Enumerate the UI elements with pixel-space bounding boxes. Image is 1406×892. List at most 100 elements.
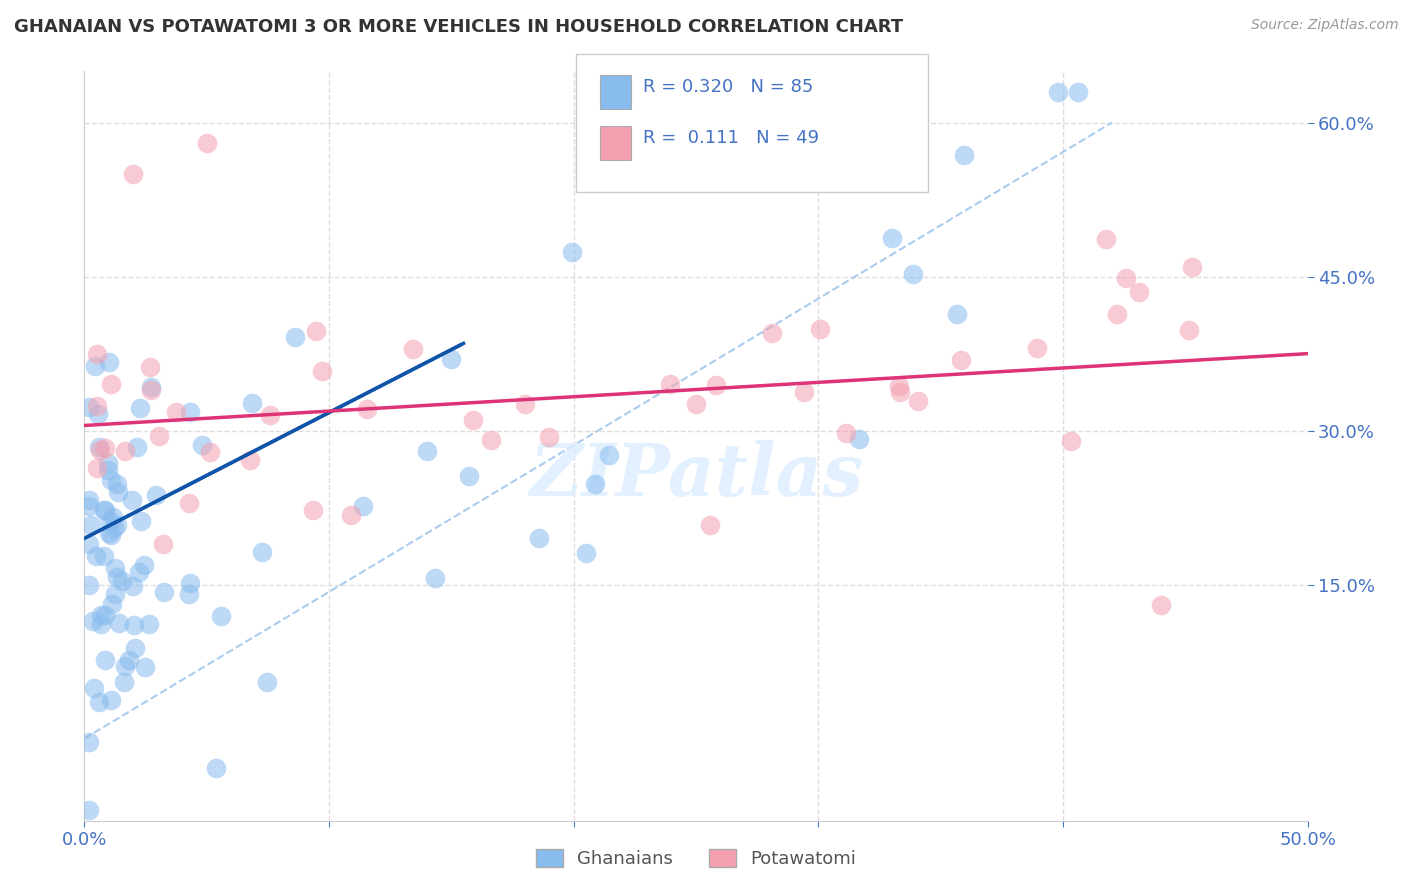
Point <box>1107 307 1129 321</box>
Point <box>425 571 447 585</box>
Point <box>98 514 121 528</box>
Point <box>107 485 129 500</box>
Point <box>84 359 107 373</box>
Point <box>1066 85 1088 99</box>
Text: R =  0.111   N = 49: R = 0.111 N = 49 <box>643 129 818 147</box>
Point <box>122 167 145 181</box>
Point <box>139 360 162 375</box>
Point <box>198 445 221 459</box>
Point <box>561 244 583 259</box>
Point <box>105 517 128 532</box>
Point <box>179 496 201 510</box>
Point <box>97 355 120 369</box>
Point <box>177 587 200 601</box>
Point <box>191 438 214 452</box>
Point <box>100 527 122 541</box>
Point <box>93 549 115 563</box>
Point <box>575 546 598 560</box>
Point <box>1095 232 1118 246</box>
Point <box>87 407 110 421</box>
Point <box>704 378 727 392</box>
Point <box>129 401 152 416</box>
Point <box>138 617 160 632</box>
Point <box>128 565 150 579</box>
Point <box>101 510 124 524</box>
Point <box>90 608 112 623</box>
Point <box>101 598 124 612</box>
Point <box>1178 323 1201 337</box>
Point <box>152 537 174 551</box>
Point <box>250 544 273 558</box>
Point <box>77 735 100 749</box>
Point <box>242 396 264 410</box>
Point <box>529 531 551 545</box>
Point <box>901 268 924 282</box>
Point <box>835 426 858 441</box>
Point <box>86 347 108 361</box>
Point <box>97 526 120 541</box>
Point <box>124 640 146 655</box>
Point <box>129 514 152 528</box>
Point <box>145 488 167 502</box>
Point <box>124 618 146 632</box>
Point <box>86 399 108 413</box>
Point <box>94 503 117 517</box>
Point <box>86 461 108 475</box>
Point <box>139 383 162 397</box>
Point <box>1047 85 1070 99</box>
Point <box>105 570 128 584</box>
Point <box>94 442 117 456</box>
Point <box>114 659 136 673</box>
Point <box>585 477 607 491</box>
Point <box>134 659 156 673</box>
Point <box>1150 598 1173 612</box>
Point <box>239 453 262 467</box>
Point <box>100 473 122 487</box>
Point <box>945 307 967 321</box>
Point <box>90 616 112 631</box>
Point <box>125 440 148 454</box>
Point <box>93 653 115 667</box>
Point <box>89 442 111 457</box>
Point <box>83 681 105 695</box>
Point <box>148 428 170 442</box>
Point <box>952 147 974 161</box>
Legend: Ghanaians, Potawatomi: Ghanaians, Potawatomi <box>529 841 863 875</box>
Point <box>685 396 707 410</box>
Point <box>256 675 278 690</box>
Point <box>84 549 107 563</box>
Point <box>880 231 903 245</box>
Point <box>82 615 104 629</box>
Point <box>77 492 100 507</box>
Point <box>1115 271 1137 285</box>
Point <box>284 329 307 343</box>
Point <box>515 397 537 411</box>
Point <box>139 379 162 393</box>
Point <box>339 508 361 522</box>
Point <box>402 342 425 356</box>
Point <box>179 575 201 590</box>
Point <box>153 585 176 599</box>
Point <box>416 443 439 458</box>
Point <box>440 351 463 366</box>
Point <box>179 405 201 419</box>
Point <box>100 376 122 391</box>
Point <box>209 609 232 624</box>
Point <box>907 393 929 408</box>
Point <box>659 377 682 392</box>
Point <box>97 456 120 470</box>
Point <box>356 401 378 416</box>
Text: ZIPatlas: ZIPatlas <box>529 441 863 511</box>
Point <box>1025 341 1047 355</box>
Point <box>100 692 122 706</box>
Point <box>598 448 620 462</box>
Point <box>118 653 141 667</box>
Point <box>463 413 485 427</box>
Point <box>699 518 721 533</box>
Point <box>111 574 134 588</box>
Point <box>889 385 911 400</box>
Point <box>79 518 101 533</box>
Point <box>112 674 135 689</box>
Text: Source: ZipAtlas.com: Source: ZipAtlas.com <box>1251 18 1399 32</box>
Point <box>105 476 128 491</box>
